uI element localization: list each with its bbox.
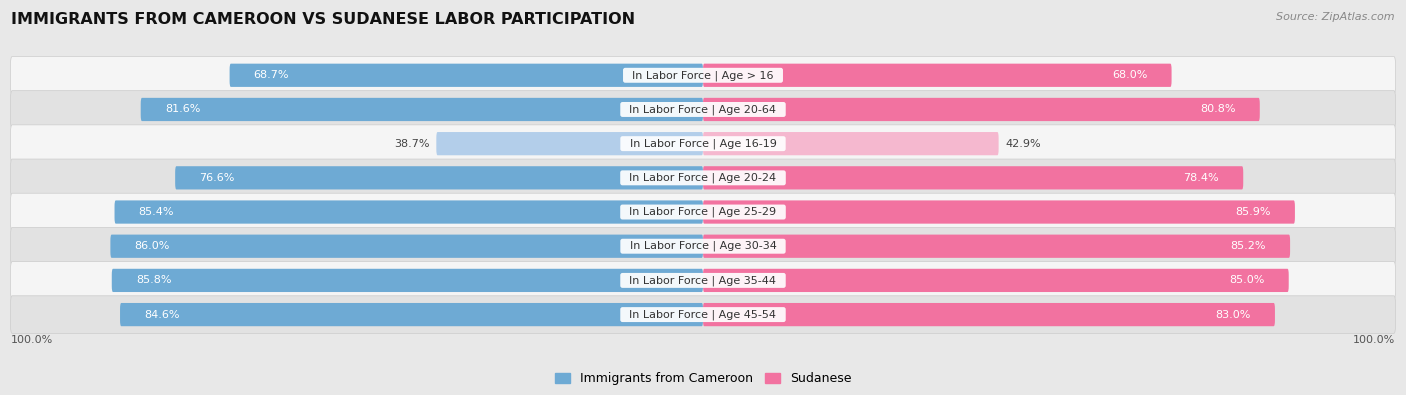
Text: Source: ZipAtlas.com: Source: ZipAtlas.com [1277, 12, 1395, 22]
FancyBboxPatch shape [703, 98, 1260, 121]
FancyBboxPatch shape [703, 303, 1275, 326]
Text: 83.0%: 83.0% [1215, 310, 1251, 320]
FancyBboxPatch shape [120, 303, 703, 326]
Text: 84.6%: 84.6% [145, 310, 180, 320]
FancyBboxPatch shape [141, 98, 703, 121]
FancyBboxPatch shape [114, 200, 703, 224]
Text: 81.6%: 81.6% [165, 104, 200, 115]
Text: 76.6%: 76.6% [200, 173, 235, 183]
FancyBboxPatch shape [10, 193, 1396, 231]
Text: In Labor Force | Age 35-44: In Labor Force | Age 35-44 [623, 275, 783, 286]
FancyBboxPatch shape [10, 125, 1396, 162]
FancyBboxPatch shape [703, 235, 1291, 258]
Text: In Labor Force | Age 25-29: In Labor Force | Age 25-29 [623, 207, 783, 217]
Text: 86.0%: 86.0% [135, 241, 170, 251]
Text: IMMIGRANTS FROM CAMEROON VS SUDANESE LABOR PARTICIPATION: IMMIGRANTS FROM CAMEROON VS SUDANESE LAB… [11, 12, 636, 27]
FancyBboxPatch shape [111, 235, 703, 258]
FancyBboxPatch shape [10, 296, 1396, 333]
Text: 68.0%: 68.0% [1112, 70, 1147, 80]
Text: 38.7%: 38.7% [394, 139, 429, 149]
FancyBboxPatch shape [10, 159, 1396, 197]
Legend: Immigrants from Cameroon, Sudanese: Immigrants from Cameroon, Sudanese [550, 367, 856, 390]
Text: In Labor Force | Age 16-19: In Labor Force | Age 16-19 [623, 138, 783, 149]
FancyBboxPatch shape [703, 166, 1243, 190]
Text: 42.9%: 42.9% [1005, 139, 1040, 149]
FancyBboxPatch shape [436, 132, 703, 155]
FancyBboxPatch shape [10, 56, 1396, 94]
Text: In Labor Force | Age 45-54: In Labor Force | Age 45-54 [623, 309, 783, 320]
Text: 80.8%: 80.8% [1201, 104, 1236, 115]
FancyBboxPatch shape [111, 269, 703, 292]
FancyBboxPatch shape [703, 132, 998, 155]
Text: 68.7%: 68.7% [253, 70, 290, 80]
Text: In Labor Force | Age 20-64: In Labor Force | Age 20-64 [623, 104, 783, 115]
Text: 100.0%: 100.0% [1353, 335, 1396, 345]
Text: 85.8%: 85.8% [136, 275, 172, 286]
Text: In Labor Force | Age > 16: In Labor Force | Age > 16 [626, 70, 780, 81]
Text: In Labor Force | Age 30-34: In Labor Force | Age 30-34 [623, 241, 783, 252]
FancyBboxPatch shape [229, 64, 703, 87]
Text: 85.9%: 85.9% [1236, 207, 1271, 217]
Text: 100.0%: 100.0% [10, 335, 53, 345]
FancyBboxPatch shape [10, 261, 1396, 299]
Text: 85.0%: 85.0% [1229, 275, 1264, 286]
Text: 85.2%: 85.2% [1230, 241, 1265, 251]
FancyBboxPatch shape [703, 269, 1289, 292]
FancyBboxPatch shape [703, 64, 1171, 87]
FancyBboxPatch shape [176, 166, 703, 190]
FancyBboxPatch shape [10, 228, 1396, 265]
FancyBboxPatch shape [10, 91, 1396, 128]
Text: 85.4%: 85.4% [139, 207, 174, 217]
FancyBboxPatch shape [703, 200, 1295, 224]
Text: In Labor Force | Age 20-24: In Labor Force | Age 20-24 [623, 173, 783, 183]
Text: 78.4%: 78.4% [1184, 173, 1219, 183]
